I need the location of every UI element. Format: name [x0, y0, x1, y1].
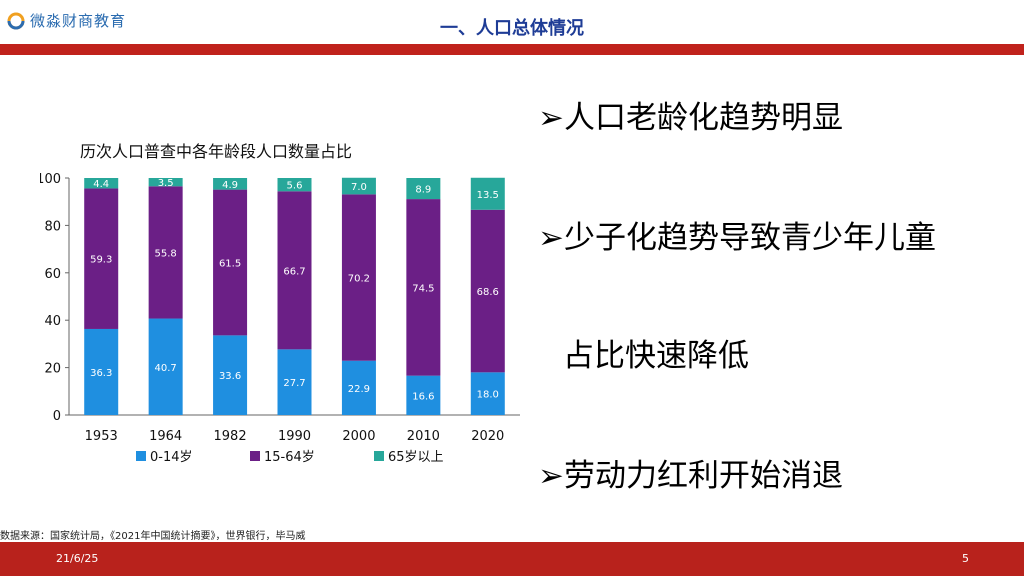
bar-segment — [341, 194, 376, 361]
x-tick-label: 1953 — [85, 429, 118, 444]
data-label: 4.9 — [222, 180, 238, 191]
y-tick-label: 20 — [44, 362, 61, 377]
x-tick-label: 2020 — [471, 429, 504, 444]
legend-label: 0-14岁 — [150, 450, 193, 465]
data-label: 68.6 — [477, 287, 499, 298]
bar-segment — [277, 191, 312, 350]
bar-segment — [148, 186, 183, 319]
bullet-labor-dividend: ➢劳动力红利开始消退 — [538, 458, 843, 494]
data-label: 13.5 — [477, 190, 499, 201]
bar-segment — [84, 188, 119, 329]
chart-title: 历次人口普查中各年龄段人口数量占比 — [80, 142, 353, 161]
data-label: 66.7 — [283, 266, 305, 277]
bullet-low-birth: ➢少子化趋势导致青少年儿童 — [538, 220, 936, 256]
brand-logo: 微淼财商教育 — [6, 10, 126, 31]
y-tick-label: 60 — [44, 267, 61, 282]
x-tick-label: 2000 — [342, 429, 375, 444]
footer-bar: 21/6/25 5 — [0, 542, 1024, 576]
header-divider — [0, 44, 1024, 55]
bar-segment — [213, 189, 248, 336]
data-label: 5.6 — [287, 181, 303, 192]
legend-swatch — [374, 451, 384, 461]
bar-segment — [406, 375, 441, 415]
data-label: 36.3 — [90, 368, 112, 379]
data-label: 55.8 — [155, 248, 177, 259]
y-tick-label: 40 — [44, 314, 61, 329]
y-tick-label: 100 — [40, 172, 61, 187]
data-label: 40.7 — [155, 363, 177, 374]
bar-segment — [148, 178, 183, 187]
data-label: 16.6 — [412, 391, 434, 402]
bullet-low-birth-cont: 占比快速降低 — [563, 338, 749, 374]
y-tick-label: 0 — [53, 409, 61, 424]
bar-segment — [213, 335, 248, 415]
x-tick-label: 2010 — [407, 429, 440, 444]
bar-segment — [84, 178, 119, 189]
data-label: 33.6 — [219, 371, 241, 382]
data-label: 59.3 — [90, 255, 112, 266]
data-label: 74.5 — [412, 283, 434, 294]
data-label: 8.9 — [415, 185, 431, 196]
legend-swatch — [136, 451, 146, 461]
bar-segment — [470, 177, 505, 210]
bar-segment — [341, 177, 376, 195]
bar-segment — [84, 328, 119, 415]
data-label: 7.0 — [351, 182, 367, 193]
bar-segment — [406, 199, 441, 376]
data-label: 22.9 — [348, 384, 370, 395]
x-tick-label: 1990 — [278, 429, 311, 444]
bar-segment — [470, 209, 505, 373]
y-tick-label: 80 — [44, 219, 61, 234]
data-label: 4.4 — [93, 179, 109, 190]
x-tick-label: 1982 — [214, 429, 247, 444]
bar-segment — [213, 178, 248, 190]
bar-segment — [277, 349, 312, 415]
x-tick-label: 1964 — [149, 429, 182, 444]
bar-segment — [148, 318, 183, 415]
bar-segment — [470, 372, 505, 415]
bar-segment — [341, 360, 376, 415]
bar-segment — [406, 178, 441, 200]
data-source-note: 数据来源：国家统计局，《2021年中国统计摘要》，世界银行，毕马威 — [0, 531, 306, 542]
data-label: 70.2 — [348, 274, 370, 285]
bullet-aging: ➢人口老龄化趋势明显 — [538, 100, 843, 136]
bar-segment — [277, 178, 312, 192]
slide-title: 一、人口总体情况 — [440, 18, 584, 39]
data-label: 18.0 — [477, 390, 499, 401]
logo-text: 微淼财商教育 — [30, 12, 127, 30]
data-label: 27.7 — [283, 378, 305, 389]
logo-icon — [7, 12, 25, 29]
age-structure-chart: 0 20 40 60 80 100 36.3 59.3 4.4 1953 40.7 55.8 3.5 19… — [40, 172, 520, 465]
legend-label: 65岁以上 — [388, 450, 444, 465]
footer-date: 21/6/25 — [56, 552, 99, 565]
data-label: 3.5 — [158, 178, 174, 189]
page-number: 5 — [962, 552, 969, 565]
data-label: 61.5 — [219, 258, 241, 269]
legend-label: 15-64岁 — [264, 450, 315, 465]
legend-swatch — [250, 451, 260, 461]
